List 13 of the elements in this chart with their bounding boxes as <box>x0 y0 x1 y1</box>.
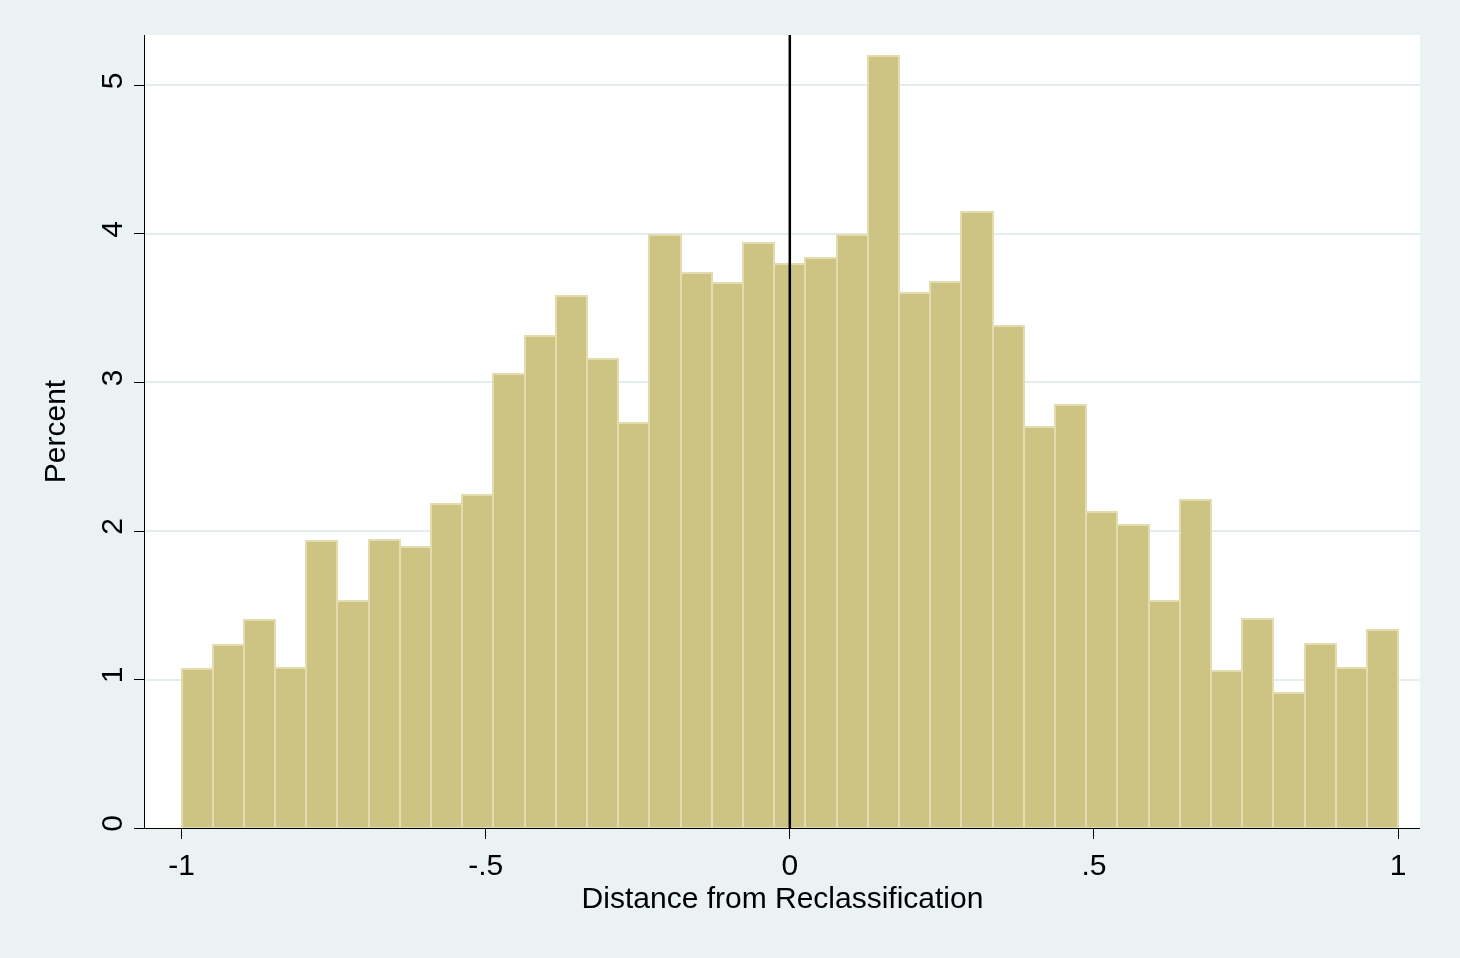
x-axis-title: Distance from Reclassification <box>581 881 984 914</box>
y-tick-label: 2 <box>95 518 128 535</box>
x-tick-label: -1 <box>168 848 195 881</box>
y-tick-label: 5 <box>95 72 128 90</box>
x-tick-label: 1 <box>1389 848 1407 881</box>
x-tick-label: 0 <box>781 848 799 881</box>
y-tick-label: 1 <box>95 666 128 684</box>
x-tick-label: .5 <box>1081 848 1107 881</box>
x-tick-label: -.5 <box>468 848 504 881</box>
y-tick-label: 3 <box>95 369 128 387</box>
y-axis-title: Percent <box>38 379 71 484</box>
y-tick-label: 0 <box>95 815 128 832</box>
y-tick-label: 4 <box>95 221 128 238</box>
